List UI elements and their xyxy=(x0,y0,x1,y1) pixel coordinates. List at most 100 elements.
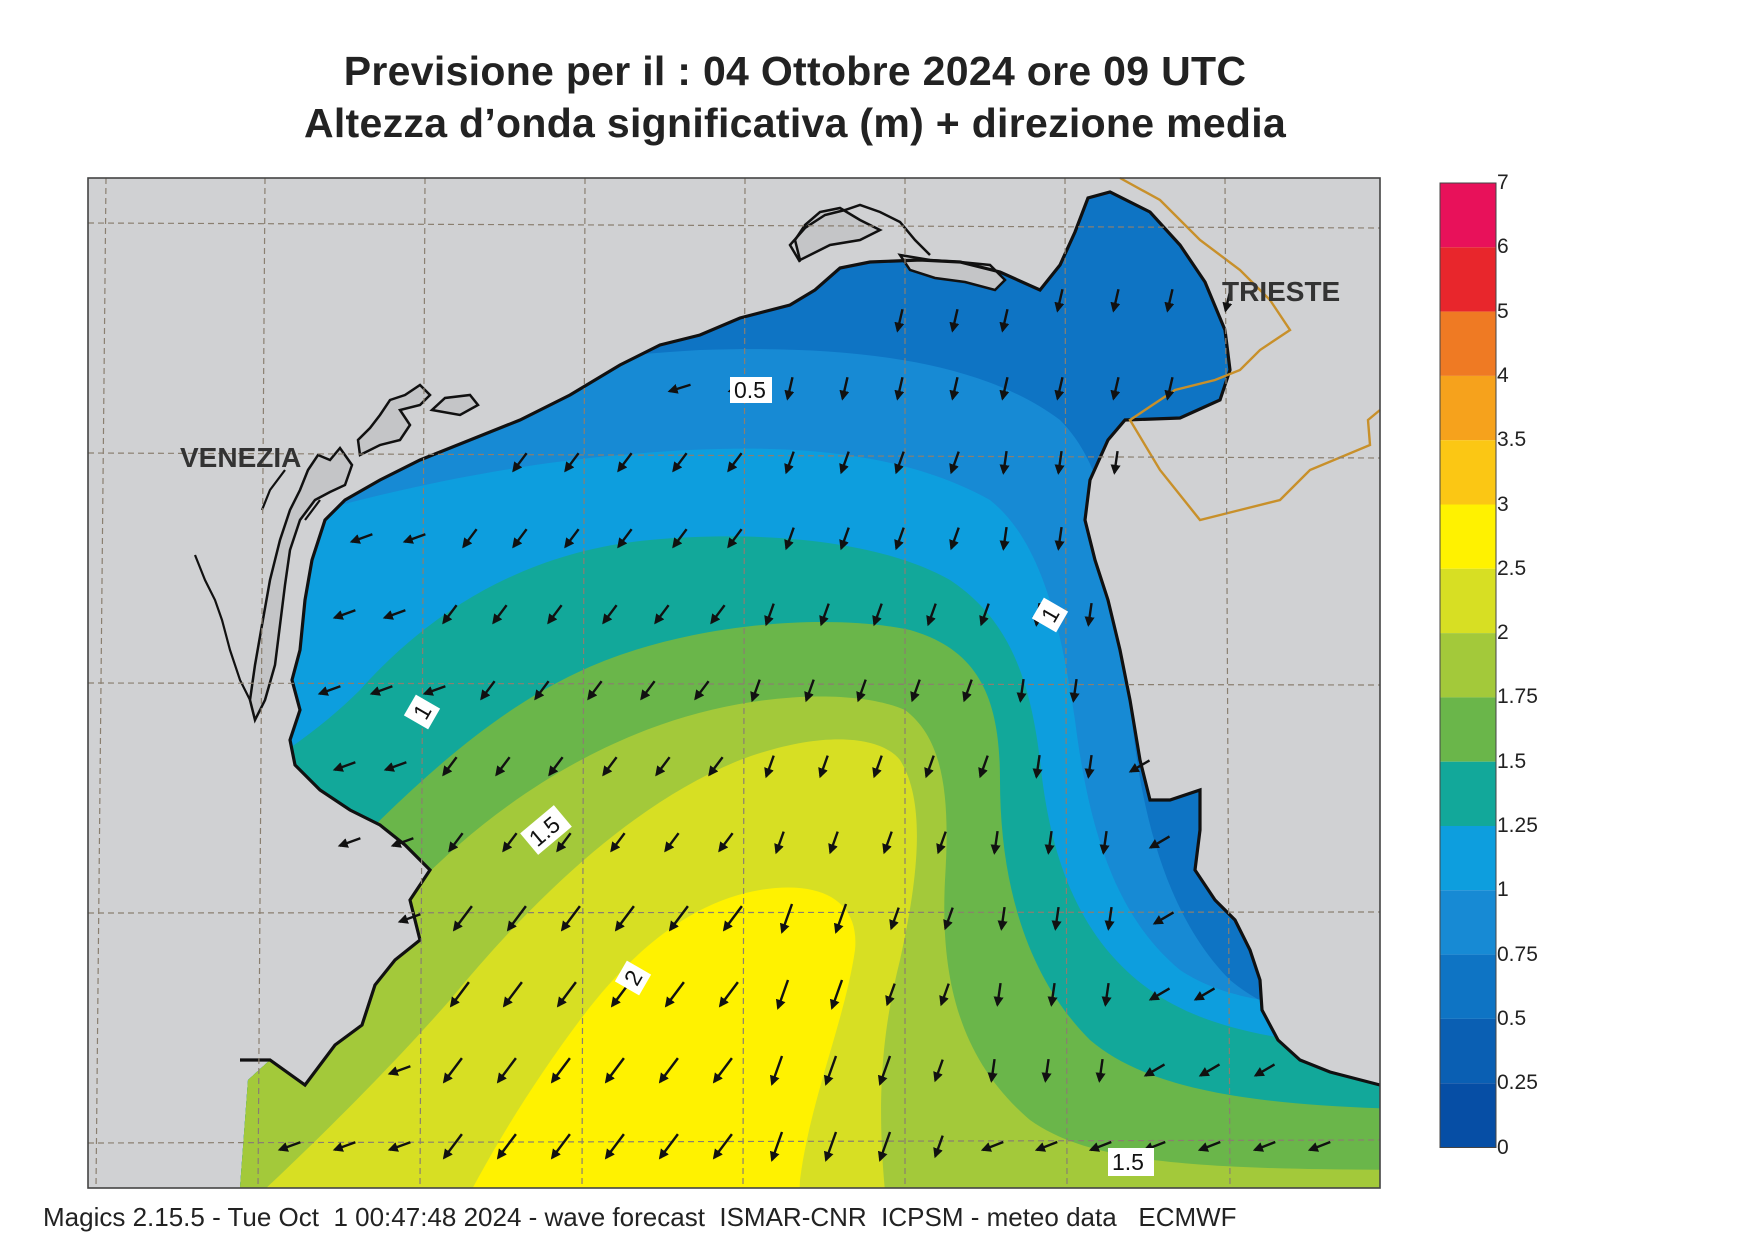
contour-label-1-5-east: 1.5 xyxy=(1108,1148,1154,1176)
mean-wave-direction-arrow-icon xyxy=(828,831,839,855)
mean-wave-direction-arrow-icon xyxy=(1041,1058,1052,1083)
mean-wave-direction-arrow-icon xyxy=(496,1057,517,1084)
mean-wave-direction-arrow-icon xyxy=(784,377,795,401)
mean-wave-direction-arrow-icon xyxy=(987,1058,998,1083)
mean-wave-direction-arrow-icon xyxy=(764,603,775,627)
mean-wave-direction-arrow-icon xyxy=(943,907,954,931)
mean-wave-direction-arrow-icon xyxy=(1047,982,1058,1007)
mean-wave-direction-arrow-icon xyxy=(556,981,577,1008)
city-label-venezia: VENEZIA xyxy=(180,442,301,473)
mean-wave-direction-arrow-icon xyxy=(1110,377,1121,401)
legend-swatch xyxy=(1440,311,1496,376)
mean-wave-direction-arrow-icon xyxy=(872,755,883,779)
mean-wave-direction-arrow-icon xyxy=(1253,1063,1276,1077)
mean-wave-direction-arrow-icon xyxy=(480,680,496,701)
legend-level-label: 1.75 xyxy=(1497,685,1538,709)
mean-wave-direction-arrow-icon xyxy=(668,905,689,932)
legend-level-label: 2 xyxy=(1497,621,1509,645)
mean-wave-direction-arrow-icon xyxy=(1069,678,1080,703)
mean-wave-direction-arrow-icon xyxy=(1099,830,1110,855)
legend-level-label: 3.5 xyxy=(1497,428,1527,452)
mean-wave-direction-arrow-icon xyxy=(718,832,734,853)
mean-wave-direction-arrow-icon xyxy=(823,1055,838,1086)
mean-wave-direction-arrow-icon xyxy=(993,982,1004,1007)
mean-wave-direction-arrow-icon xyxy=(390,837,414,848)
mean-wave-direction-arrow-icon xyxy=(1222,289,1233,313)
legend-level-label: 7 xyxy=(1497,171,1509,194)
mean-wave-direction-arrow-icon xyxy=(1152,911,1175,925)
mean-wave-direction-arrow-icon xyxy=(402,533,426,544)
mean-wave-direction-arrow-icon xyxy=(999,526,1010,551)
mean-wave-direction-arrow-icon xyxy=(448,832,464,853)
mean-wave-direction-arrow-icon xyxy=(712,1057,733,1084)
mean-wave-direction-arrow-icon xyxy=(1054,526,1065,551)
mean-wave-direction-arrow-icon xyxy=(1034,1140,1058,1152)
mean-wave-direction-arrow-icon xyxy=(495,756,511,777)
mean-wave-direction-arrow-icon xyxy=(1054,450,1065,475)
legend-swatch xyxy=(1440,890,1496,955)
mean-wave-direction-arrow-icon xyxy=(452,905,473,932)
mean-wave-direction-arrow-icon xyxy=(1164,377,1175,401)
legend-level-label: 1.25 xyxy=(1497,814,1538,837)
mean-wave-direction-arrow-icon xyxy=(397,913,421,924)
mean-wave-direction-arrow-icon xyxy=(1084,602,1095,627)
mean-wave-direction-arrow-icon xyxy=(506,905,527,932)
mean-wave-direction-arrow-icon xyxy=(764,755,775,779)
legend-level-label: 6 xyxy=(1497,235,1509,259)
footer-credits: Magics 2.15.5 - Tue Oct 1 00:47:48 2024 … xyxy=(43,1202,1237,1232)
legend-colorbar xyxy=(1439,182,1497,1148)
mean-wave-direction-arrow-icon xyxy=(672,528,688,549)
mean-wave-direction-arrow-icon xyxy=(750,679,761,703)
mean-wave-direction-arrow-icon xyxy=(979,603,990,627)
mean-wave-direction-arrow-icon xyxy=(949,527,960,551)
mean-wave-direction-arrow-icon xyxy=(654,604,670,625)
mean-wave-direction-arrow-icon xyxy=(550,1133,571,1160)
mean-wave-direction-arrow-icon xyxy=(1095,1058,1106,1083)
mean-wave-direction-arrow-icon xyxy=(1110,450,1121,475)
mean-wave-direction-arrow-icon xyxy=(819,603,830,627)
mean-wave-direction-arrow-icon xyxy=(369,685,393,696)
mean-wave-direction-arrow-icon xyxy=(999,377,1010,401)
legend-level-label: 1 xyxy=(1497,878,1509,902)
mean-wave-direction-arrow-icon xyxy=(492,604,508,625)
svg-text:0.5: 0.5 xyxy=(734,377,766,403)
mean-wave-direction-arrow-icon xyxy=(889,907,900,931)
mean-wave-direction-arrow-icon xyxy=(784,451,795,475)
mean-wave-direction-arrow-icon xyxy=(512,528,528,549)
city-label-trieste: TRIESTE xyxy=(1222,276,1340,307)
graticule xyxy=(88,178,1380,1188)
mean-wave-direction-arrow-icon xyxy=(602,756,618,777)
mean-wave-direction-arrow-icon xyxy=(587,680,603,701)
mean-wave-direction-arrow-icon xyxy=(910,679,921,703)
mean-wave-direction-arrow-icon xyxy=(1128,759,1151,773)
mean-wave-direction-arrow-icon xyxy=(462,528,478,549)
mean-wave-direction-arrow-icon xyxy=(708,756,724,777)
legend-swatch xyxy=(1440,633,1496,698)
mean-wave-direction-arrow-icon xyxy=(894,309,905,333)
mean-wave-direction-arrow-icon xyxy=(775,979,790,1010)
mean-wave-direction-arrow-icon xyxy=(1044,830,1055,855)
contour-label-0-5: 0.5 xyxy=(730,377,772,403)
mean-wave-direction-arrow-icon xyxy=(718,981,739,1008)
mean-wave-direction-arrow-icon xyxy=(564,528,580,549)
mean-wave-direction-arrow-icon xyxy=(856,679,867,703)
mean-wave-direction-arrow-icon xyxy=(727,528,743,549)
mean-wave-direction-arrow-icon xyxy=(894,377,905,401)
mean-wave-direction-arrow-icon xyxy=(277,1141,301,1152)
mean-wave-direction-arrow-icon xyxy=(949,309,960,333)
mean-wave-direction-arrow-icon xyxy=(614,905,635,932)
mean-wave-direction-arrow-icon xyxy=(387,1141,411,1152)
mean-wave-direction-arrow-icon xyxy=(978,755,989,779)
mean-wave-direction-arrow-icon xyxy=(1032,754,1043,779)
mean-wave-direction-arrow-icon xyxy=(383,761,407,772)
mean-wave-direction-arrow-icon xyxy=(877,1131,892,1162)
mean-wave-direction-arrow-icon xyxy=(779,903,794,934)
legend-swatch xyxy=(1440,504,1496,569)
mean-wave-direction-arrow-icon xyxy=(885,983,896,1007)
mean-wave-direction-arrow-icon xyxy=(502,832,518,853)
mean-wave-direction-arrow-icon xyxy=(512,452,528,473)
mean-wave-direction-arrow-icon xyxy=(949,451,960,475)
mean-wave-direction-arrow-icon xyxy=(962,679,973,703)
mean-wave-direction-arrow-icon xyxy=(784,527,795,551)
